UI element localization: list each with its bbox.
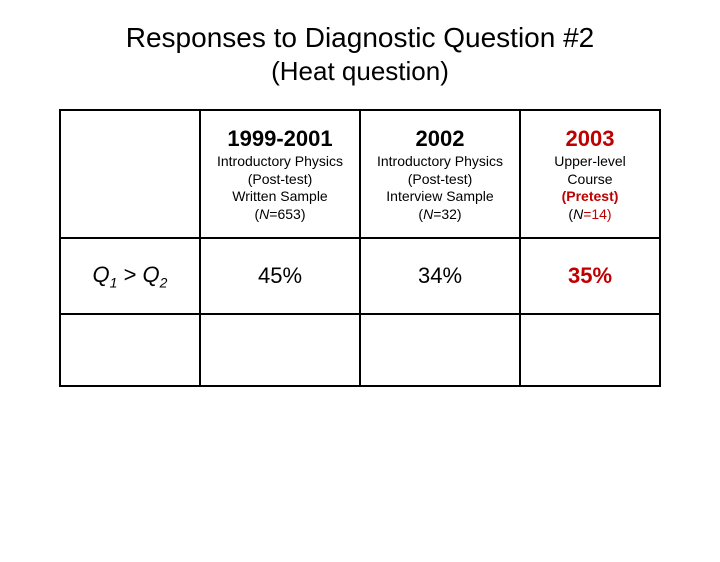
col1-year: 1999-2001 — [207, 117, 353, 151]
row2-label-cell — [60, 314, 200, 386]
slide: Responses to Diagnostic Question #2 (Hea… — [0, 22, 720, 562]
col2-year: 2002 — [367, 117, 513, 151]
header-cell-blank — [60, 110, 200, 238]
row2-col3-cell — [520, 314, 660, 386]
row1-col1-value: 45% — [258, 263, 302, 288]
col1-desc: Introductory Physics (Post-test) Written… — [207, 153, 353, 231]
data-table: 1999-2001 Introductory Physics (Post-tes… — [59, 109, 661, 387]
slide-subtitle: (Heat question) — [0, 56, 720, 87]
row1-col1-cell: 45% — [200, 238, 360, 314]
data-row-2-empty — [60, 314, 660, 386]
row2-col1-cell — [200, 314, 360, 386]
row1-col2-cell: 34% — [360, 238, 520, 314]
data-row-1: Q1 > Q2 45% 34% 35% — [60, 238, 660, 314]
header-cell-col2: 2002 Introductory Physics (Post-test) In… — [360, 110, 520, 238]
slide-title: Responses to Diagnostic Question #2 — [0, 22, 720, 54]
header-cell-col1: 1999-2001 Introductory Physics (Post-tes… — [200, 110, 360, 238]
row2-col2-cell — [360, 314, 520, 386]
row1-label: Q1 > Q2 — [93, 262, 168, 287]
row1-col3-value: 35% — [568, 263, 612, 288]
col2-desc: Introductory Physics (Post-test) Intervi… — [367, 153, 513, 231]
row1-label-cell: Q1 > Q2 — [60, 238, 200, 314]
row1-col2-value: 34% — [418, 263, 462, 288]
col3-year: 2003 — [527, 117, 653, 151]
col3-desc: Upper-level Course (Pretest) (N=14) — [527, 153, 653, 231]
header-row: 1999-2001 Introductory Physics (Post-tes… — [60, 110, 660, 238]
row1-col3-cell: 35% — [520, 238, 660, 314]
header-cell-col3: 2003 Upper-level Course (Pretest) (N=14) — [520, 110, 660, 238]
